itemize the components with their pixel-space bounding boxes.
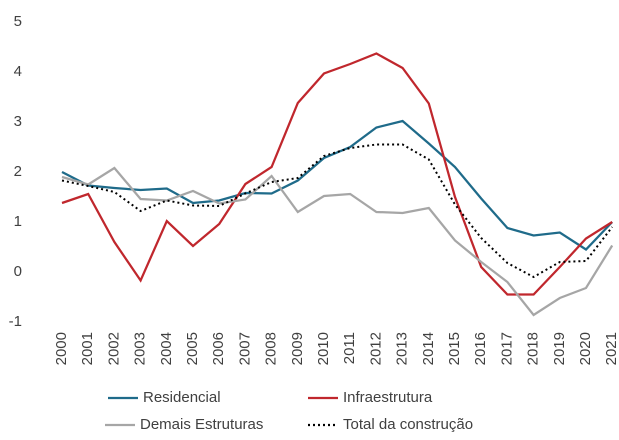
x-tick-label: 2017 — [498, 332, 515, 365]
x-tick-label: 2010 — [315, 332, 332, 365]
x-tick-label: 2007 — [236, 332, 253, 365]
y-tick-label: 4 — [14, 63, 22, 80]
legend-label: Total da construção — [343, 416, 473, 433]
x-tick-label: 2012 — [367, 332, 384, 365]
x-tick-label: 2020 — [577, 332, 594, 365]
y-tick-label: 0 — [14, 263, 22, 280]
x-tick-label: 2014 — [420, 332, 437, 365]
x-tick-label: 2011 — [341, 332, 358, 364]
x-tick-label: 2000 — [53, 332, 70, 365]
legend-label: Residencial — [143, 389, 221, 406]
y-tick-label: -1 — [9, 313, 22, 330]
x-tick-label: 2015 — [446, 332, 463, 365]
x-tick-label: 2009 — [289, 332, 306, 365]
x-tick-label: 2004 — [158, 332, 175, 365]
x-tick-label: 2008 — [263, 332, 280, 365]
x-tick-label: 2013 — [394, 332, 411, 365]
legend-label: Infraestrutura — [343, 389, 433, 406]
y-tick-label: 5 — [14, 13, 22, 30]
series-line — [61, 143, 613, 279]
y-tick-label: 1 — [14, 213, 22, 230]
x-tick-label: 2003 — [132, 332, 149, 365]
x-tick-label: 2002 — [105, 332, 122, 365]
series-line — [61, 52, 613, 296]
x-tick-label: 2005 — [184, 332, 201, 365]
x-tick-label: 2019 — [551, 332, 568, 365]
y-tick-label: 3 — [14, 113, 22, 130]
x-tick-label: 2018 — [525, 332, 542, 365]
x-tick-label: 2021 — [603, 332, 619, 365]
series-line — [61, 166, 614, 317]
series-line — [61, 119, 614, 251]
x-tick-label: 2006 — [210, 332, 227, 365]
x-tick-label: 2016 — [472, 332, 489, 365]
y-tick-label: 2 — [14, 163, 22, 180]
x-tick-label: 2001 — [79, 332, 96, 365]
legend-label: Demais Estruturas — [140, 416, 263, 433]
